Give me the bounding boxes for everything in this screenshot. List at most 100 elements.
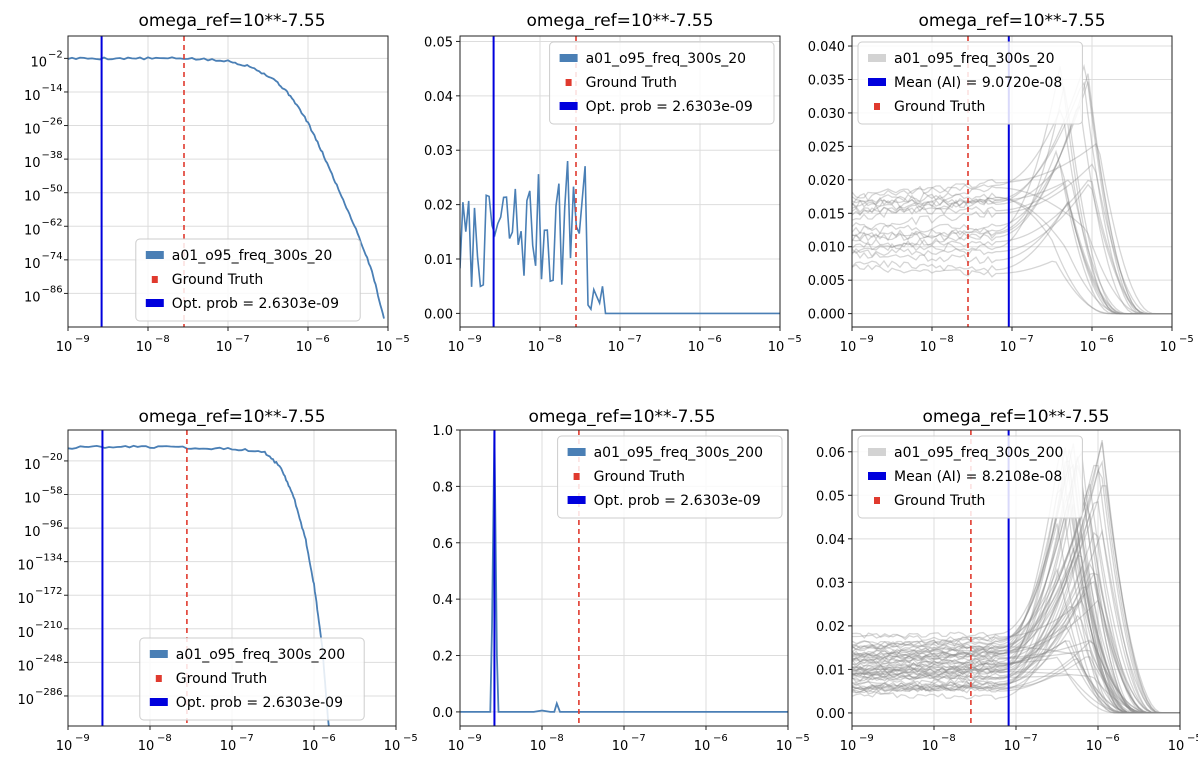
bundle-line <box>852 485 1180 714</box>
x-tick-exponent: −6 <box>707 334 722 345</box>
y-tick-label: 0.01 <box>424 253 453 268</box>
bundle-line <box>852 557 1180 714</box>
x-tick-exponent: −5 <box>1187 733 1198 744</box>
bundle-line <box>852 599 1180 714</box>
y-tick-label: 0.8 <box>432 480 453 495</box>
y-tick-label: 0.04 <box>816 533 845 548</box>
bundle-line <box>852 639 1180 714</box>
legend: a01_o95_freq_300s_200 Ground Truth Opt. pr… <box>139 637 365 721</box>
x-tick-label: 10 <box>448 340 465 355</box>
bundle-line <box>852 532 1180 714</box>
y-tick-label: 0.03 <box>816 576 845 591</box>
y-tick-label: 0.020 <box>808 174 845 189</box>
bundle-line <box>852 592 1180 714</box>
legend-label: Opt. prob = 2.6303e-09 <box>172 296 339 312</box>
bundle-line <box>852 656 1180 714</box>
chart-title: omega_ref=10**-7.55 <box>138 11 325 31</box>
x-tick-label: 10 <box>1004 739 1021 754</box>
x-tick-exponent: −9 <box>75 733 90 744</box>
x-tick-label: 10 <box>296 340 313 355</box>
legend: a01_o95_freq_300s_20 Mean (AI) = 9.0720e-… <box>857 41 1083 125</box>
bundle-line <box>852 443 1180 714</box>
x-tick-exponent: −8 <box>155 334 170 345</box>
y-tick-label: 10 <box>24 290 41 305</box>
legend-swatch <box>145 299 164 307</box>
bundle-line <box>852 179 1172 315</box>
series-line <box>68 56 385 319</box>
y-tick-label: 0.000 <box>808 308 845 323</box>
x-tick-label: 10 <box>56 340 73 355</box>
bundle-line <box>852 572 1180 714</box>
bundle-line <box>852 86 1172 315</box>
y-tick-label: 10 <box>24 156 41 171</box>
bundle-line <box>852 447 1180 714</box>
y-tick-label: 0.040 <box>808 40 845 55</box>
x-tick-exponent: −8 <box>547 334 562 345</box>
legend-swatch <box>567 448 586 456</box>
legend-swatch <box>868 54 886 62</box>
y-tick-label: 10 <box>17 693 34 708</box>
y-tick-label: 0.6 <box>432 537 453 552</box>
y-tick-label: 10 <box>24 223 41 238</box>
subplot-1: omega_ref=10**-7.5510−910−810−710−610−51… <box>24 11 410 355</box>
x-tick-label: 10 <box>694 739 711 754</box>
y-tick-label: 0.035 <box>808 73 845 88</box>
x-tick-exponent: −7 <box>627 334 642 345</box>
x-tick-label: 10 <box>612 739 629 754</box>
y-tick-label: 10 <box>24 190 41 205</box>
x-tick-exponent: −5 <box>1179 334 1194 345</box>
legend-swatch <box>868 78 886 86</box>
x-tick-label: 10 <box>136 340 153 355</box>
y-tick-exponent: −38 <box>42 150 63 161</box>
bundle-line <box>852 487 1180 714</box>
bundle-line <box>852 439 1180 714</box>
legend-swatch <box>874 103 880 110</box>
x-tick-exponent: −7 <box>1019 334 1034 345</box>
bundle-line <box>852 63 1172 315</box>
y-tick-exponent: −74 <box>42 251 63 262</box>
x-tick-label: 10 <box>384 739 401 754</box>
legend-swatch <box>559 54 578 62</box>
x-tick-exponent: −9 <box>859 733 874 744</box>
legend-label: Ground Truth <box>894 493 985 509</box>
legend-swatch <box>155 675 162 682</box>
bundle-line <box>852 501 1180 714</box>
y-tick-exponent: −248 <box>35 653 62 664</box>
legend-label: Opt. prob = 2.6303e-09 <box>176 695 343 711</box>
legend-swatch <box>145 251 164 259</box>
legend-swatch <box>151 276 158 283</box>
y-tick-label: 0.00 <box>424 307 453 322</box>
legend-box <box>139 637 365 721</box>
y-tick-exponent: −26 <box>42 117 63 128</box>
y-tick-exponent: −86 <box>42 284 63 295</box>
bundle-line <box>852 179 1172 315</box>
series-line <box>460 430 788 713</box>
y-tick-exponent: −2 <box>48 49 63 60</box>
y-tick-exponent: −172 <box>35 586 62 597</box>
bundle-line <box>852 196 1172 315</box>
x-tick-label: 10 <box>920 340 937 355</box>
y-tick-label: 10 <box>17 559 34 574</box>
bundle-line <box>852 200 1172 315</box>
x-tick-exponent: −5 <box>787 334 802 345</box>
y-tick-label: 0.00 <box>816 707 845 722</box>
bundle-line <box>852 465 1180 714</box>
y-tick-label: 0.025 <box>808 140 845 155</box>
x-tick-label: 10 <box>776 739 793 754</box>
bundle-line <box>852 442 1180 714</box>
legend-box <box>549 41 775 125</box>
bundle-line <box>852 640 1180 714</box>
legend-swatch <box>567 496 586 504</box>
bundle-line <box>852 459 1180 714</box>
bundle-line <box>852 547 1180 714</box>
legend-box <box>135 238 361 322</box>
bundle-line <box>852 468 1180 714</box>
y-tick-label: 0.010 <box>808 241 845 256</box>
y-tick-label: 10 <box>17 592 34 607</box>
bundle-line <box>852 614 1180 714</box>
legend-label: Ground Truth <box>172 272 263 288</box>
bundle-line <box>852 163 1172 315</box>
bundle-line <box>852 149 1172 315</box>
series-line <box>460 160 780 315</box>
x-tick-label: 10 <box>688 340 705 355</box>
